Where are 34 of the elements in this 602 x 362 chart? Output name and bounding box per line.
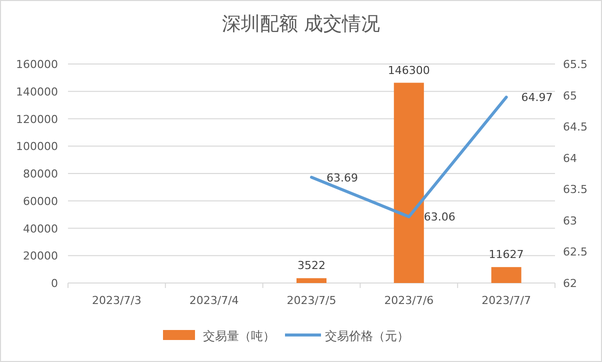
y-tick-label: 100000	[16, 140, 58, 154]
data-label: 64.97	[521, 91, 553, 104]
bar	[296, 278, 326, 283]
y-tick-label: 40000	[23, 222, 58, 236]
y2-tick-label: 62	[563, 277, 577, 290]
y2-tick-label: 65.5	[563, 58, 588, 71]
data-label: 63.69	[326, 171, 358, 184]
x-tick-label: 2023/7/6	[384, 294, 434, 307]
y-tick-label: 20000	[23, 250, 58, 263]
legend-label: 交易价格（元）	[325, 329, 409, 343]
y-tick-label: 0	[51, 277, 58, 290]
data-label: 146300	[388, 64, 430, 77]
y-tick-label: 120000	[16, 112, 58, 126]
bar	[394, 82, 424, 283]
bar	[491, 267, 522, 283]
y-tick-label: 160000	[16, 58, 58, 71]
y2-tick-label: 64.5	[563, 120, 588, 134]
y2-tick-label: 63	[563, 214, 577, 228]
y2-tick-label: 62.5	[563, 246, 588, 259]
y-tick-label: 60000	[23, 194, 58, 208]
y-tick-label: 140000	[16, 85, 58, 98]
data-label: 11627	[488, 248, 524, 262]
x-tick-label: 2023/7/7	[482, 294, 532, 307]
y-tick-label: 80000	[23, 168, 58, 180]
y2-tick-label: 63.5	[563, 183, 588, 196]
chart-title: 深圳配额 成交情况	[222, 13, 380, 35]
legend-label: 交易量（吨）	[203, 329, 275, 343]
x-tick-label: 2023/7/3	[92, 294, 142, 307]
y2-tick-label: 65	[563, 89, 577, 102]
y2-tick-label: 64	[563, 152, 577, 165]
data-label: 63.06	[424, 210, 456, 224]
data-label: 3522	[298, 259, 326, 272]
x-tick-label: 2023/7/4	[189, 294, 239, 307]
x-tick-label: 2023/7/5	[286, 294, 336, 307]
